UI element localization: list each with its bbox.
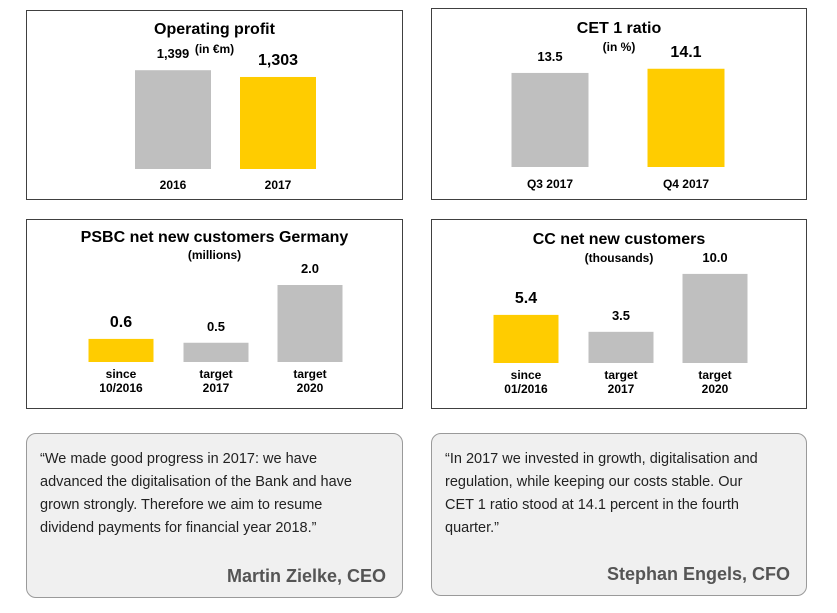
operating-profit-chart: 1,399 2016 1,303 2017 <box>135 46 316 192</box>
quote-line: grown strongly. Therefore we aim to resu… <box>40 497 323 513</box>
value-label: 0.5 <box>207 319 225 334</box>
value-label: 13.5 <box>537 49 562 64</box>
chart-subtitle: (in €m) <box>194 42 235 56</box>
bar-target-2020 <box>277 285 343 362</box>
quote-line: CET 1 ratio stood at 14.1 percent in the… <box>445 497 739 513</box>
category-label: 2016 <box>160 178 187 192</box>
category-label: target 2020 <box>293 367 326 395</box>
category-label: Q3 2017 <box>527 177 573 191</box>
bar-since-10-2016 <box>88 338 154 362</box>
category-label: target 2017 <box>199 367 232 395</box>
bar-2017 <box>240 76 316 169</box>
chart-title: PSBC net new customers Germany <box>80 229 349 246</box>
value-label: 0.6 <box>110 314 132 331</box>
cc-customers-panel: CC net new customers (thousands) 5.4 sinc… <box>431 219 807 409</box>
value-label: 5.4 <box>515 290 537 307</box>
cfo-quote-author: Stephan Engels, CFO <box>606 564 790 584</box>
chart-subtitle: (thousands) <box>584 251 654 265</box>
chart-title: Operating profit <box>154 21 275 38</box>
value-label: 1,303 <box>258 52 298 69</box>
chart-title: CET 1 ratio <box>576 20 662 37</box>
category-label: target 2017 <box>604 368 637 396</box>
quote-line: quarter.” <box>445 520 499 536</box>
chart-subtitle: (in %) <box>602 40 636 54</box>
category-label: since 10/2016 <box>99 367 143 395</box>
psbc-customers-panel: PSBC net new customers Germany (millions… <box>26 219 403 409</box>
value-label: 1,399 <box>157 46 190 61</box>
category-label: Q4 2017 <box>663 177 709 191</box>
quote-line: dividend payments for financial year 201… <box>40 520 317 536</box>
chart-subtitle: (millions) <box>187 248 242 262</box>
psbc-customers-chart: 0.6 since 10/2016 0.5 target 2017 2.0 target 202… <box>88 261 343 395</box>
quote-line: “We made good progress in 2017: we have <box>40 451 318 467</box>
bar-target-2017 <box>588 331 654 363</box>
value-label: 14.1 <box>670 44 701 61</box>
quote-line: “In 2017 we invested in growth, digitali… <box>445 451 758 467</box>
chart-title: CC net new customers <box>532 231 706 248</box>
quote-line: regulation, while keeping our costs stab… <box>445 474 743 490</box>
value-label: 2.0 <box>301 261 319 276</box>
ceo-quote-author: Martin Zielke, CEO <box>226 566 386 586</box>
ceo-quote-box: “We made good progress in 2017: we have … <box>26 433 403 598</box>
cfo-quote-text: “In 2017 we invested in growth, digitali… <box>445 448 758 540</box>
operating-profit-panel: Operating profit (in €m) 1,399 2016 1,303 2… <box>26 10 403 200</box>
cc-customers-chart: 5.4 since 01/2016 3.5 target 2017 10.0 target 20… <box>493 250 748 396</box>
bar-q3-2017 <box>511 72 589 167</box>
cet1-ratio-chart: 13.5 Q3 2017 14.1 Q4 2017 <box>511 44 725 191</box>
bar-q4-2017 <box>647 68 725 167</box>
bar-2016 <box>135 70 211 169</box>
ceo-quote-text: “We made good progress in 2017: we have … <box>40 448 352 540</box>
bar-target-2017 <box>183 342 249 362</box>
cet1-ratio-panel: CET 1 ratio (in %) 13.5 Q3 2017 14.1 Q4 201… <box>431 8 807 200</box>
category-label: target 2020 <box>698 368 731 396</box>
bar-target-2020 <box>682 273 748 363</box>
quote-line: advanced the digitalisation of the Bank … <box>40 474 352 490</box>
category-label: 2017 <box>265 178 292 192</box>
value-label: 3.5 <box>612 308 630 323</box>
category-label: since 01/2016 <box>504 368 548 396</box>
cfo-quote-box: “In 2017 we invested in growth, digitali… <box>431 433 807 596</box>
bar-since-01-2016 <box>493 314 559 363</box>
value-label: 10.0 <box>702 250 727 265</box>
